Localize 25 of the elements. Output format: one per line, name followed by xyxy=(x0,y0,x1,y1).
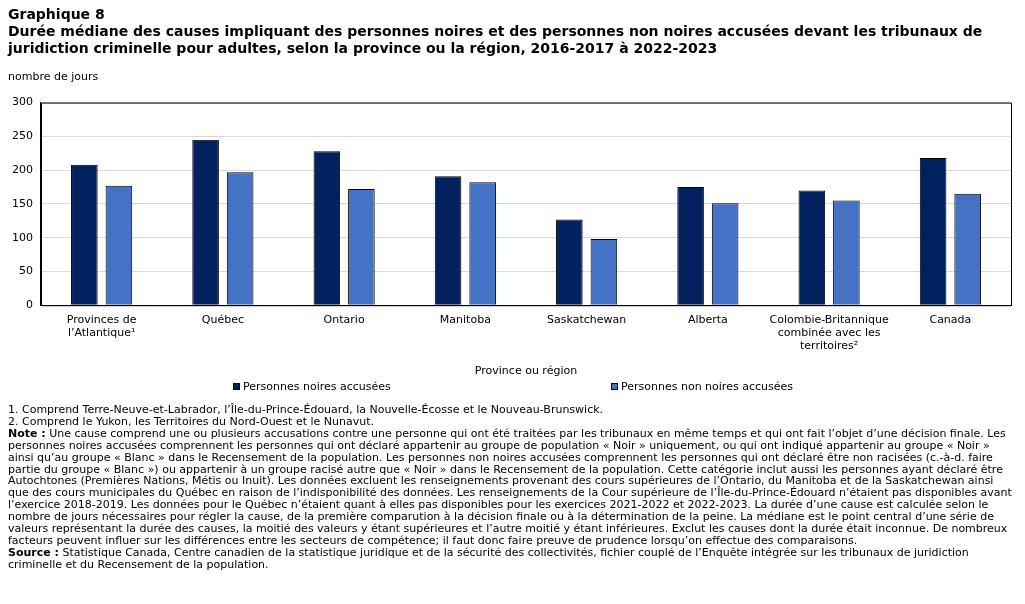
chart-subtitle: Durée médiane des causes impliquant des personnes noires et des personnes non noires accusées devant les tribunaux de juridiction criminelle pour adultes, selon la province ou la région, 2016-2017 à 2022-2023 xyxy=(8,23,984,57)
y-tick-label: 0 xyxy=(26,298,33,312)
x-tick-label: Manitoba xyxy=(439,312,491,326)
text: Note : Une cause comprend une ou plusieurs accusations contre une personne qui ont été traitées par les tribunaux en même temps et qui ont fait l’objet d’une décision finale. Les personnes noires accusées comprennent les personnes qui ont déclaré appartenir au groupe de population « Noir » uniquement, ou qui ont indiqué appartenir au groupe « Noir » ainsi qu’au groupe « Blanc » dans le Recensement de la population. Les personnes non noires accusées comprennent les personnes qui ont déclaré être non racisées (c.-à-d. faire partie du groupe « Blanc ») ou appartenir à un groupe racisé autre que « Noir » dans le Recensement de la population. Cette catégorie inclut aussi les personnes ayant déclaré être Autochtones (Premières Nations, Métis ou Inuit). Les données excluent les renseignements provenant des cours supérieures de l’Ontario, du Manitoba et de la Saskatchewan ainsi que des cours municipales du Québec en raison de l’indisponibilité des données. Les renseignements de la Cour supérieure de l’Île-du-Prince-Édouard n’étaient pas disponibles avant l’exercice 2018-2019. Les données pour le Québec n’étaient quant à elles pas disponibles pour les exercices 2021-2022 et 2022-2023. La durée d’une cause est calculée selon le nombre de jours nécessaires pour régler la cause, de la première comparution à la décision finale ou à la détermination de la peine. La médiane est le point central d’une série de valeurs représentant la durée des causes, la moitié des valeurs y étant supérieures et l’autre moitié y étant inférieures. Exclut les causes dont la durée était inconnue. De nombreux facteurs peuvent influer sur les différences entre les secteurs de compétence; il faut donc faire preuve de prudence lorsqu’on effectue des comparaisons. xyxy=(8,426,1012,547)
x-tick-label: Alberta xyxy=(687,312,728,326)
y-tick-label: 150 xyxy=(12,196,33,210)
y-tick-label: 50 xyxy=(19,264,33,278)
chart-title: Graphique 8 xyxy=(8,6,106,23)
x-tick-label: Ontario xyxy=(323,312,365,326)
y-tick-label: 100 xyxy=(12,230,33,244)
x-tick-label: Colombie-Britannique combinée avec les territoires² xyxy=(769,312,889,353)
x-axis-title: Province ou région xyxy=(474,364,578,378)
y-axis-title: nombre de jours xyxy=(8,70,99,83)
text: 2. Comprend le Yukon, les Territoires du Nord-Ouest et le Nunavut. xyxy=(8,414,375,428)
source-note: Source : Statistique Canada, Centre canadien de la statistique juridique et de la sécurité des collectivités, fichier couplé de l’Enquête intégrée sur les tribunaux de juridiction criminelle et du Recensement de la population. xyxy=(8,545,970,571)
x-tick-label: Québec xyxy=(201,312,244,326)
x-tick-label: Canada xyxy=(929,312,972,326)
x-tick-label: Saskatchewan xyxy=(547,312,627,326)
legend-label: Personnes noires accusées xyxy=(242,380,391,393)
legend-label: Personnes non noires accusées xyxy=(620,380,793,393)
y-tick-label: 200 xyxy=(12,162,33,176)
y-tick-label: 300 xyxy=(12,95,33,109)
text: 1. Comprend Terre-Neuve-et-Labrador, l’Île-du-Prince-Édouard, la Nouvelle-Écosse et le Nouveau-Brunswick. xyxy=(8,403,605,416)
y-tick-label: 250 xyxy=(12,129,33,143)
x-tick-label: Provinces de l’Atlantique¹ xyxy=(66,312,137,339)
